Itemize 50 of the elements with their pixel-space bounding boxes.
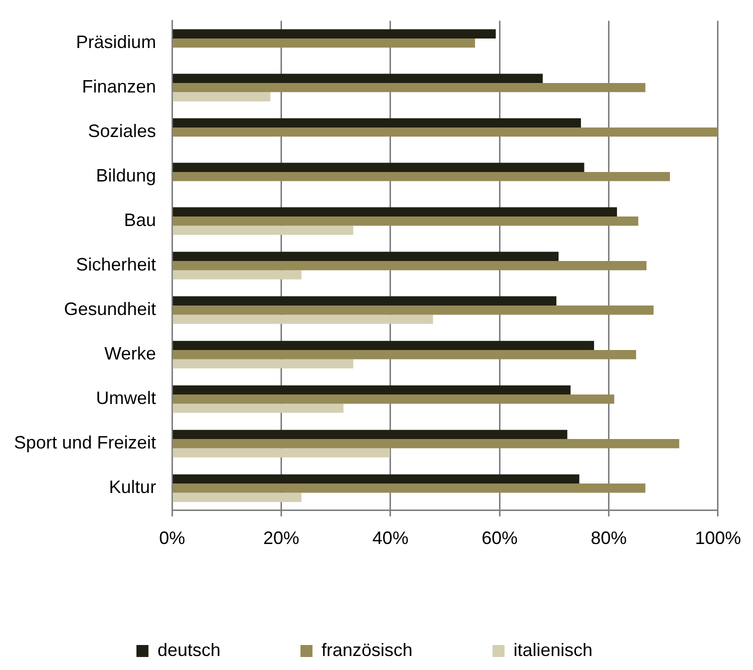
y-tick-label: Finanzen	[82, 76, 156, 97]
x-tick-label: 40%	[372, 528, 408, 548]
bar	[172, 92, 270, 102]
bar	[172, 350, 636, 360]
y-tick-label: Bildung	[96, 166, 156, 186]
bar	[172, 38, 476, 48]
x-tick-label: 80%	[590, 528, 627, 548]
bar	[172, 226, 354, 235]
y-tick-label: Bau	[124, 210, 156, 230]
legend-label: französisch	[321, 640, 413, 660]
y-tick-label: Umwelt	[96, 388, 156, 408]
bar	[172, 484, 646, 493]
y-tick-label: Präsidium	[76, 32, 156, 52]
bar	[172, 296, 556, 306]
bar	[172, 314, 434, 324]
y-tick-label: Kultur	[109, 477, 156, 498]
bar	[172, 394, 614, 404]
bar	[172, 261, 646, 270]
bar	[172, 306, 654, 315]
bar	[172, 430, 568, 440]
x-tick-label: 60%	[482, 528, 518, 548]
bar	[172, 127, 718, 137]
x-tick-label: 100%	[694, 528, 742, 548]
bar	[172, 252, 559, 261]
bar	[172, 270, 302, 280]
bar	[172, 359, 354, 368]
legend-label: italienisch	[514, 640, 593, 660]
bar	[172, 439, 680, 448]
bar	[172, 492, 302, 502]
bar	[172, 118, 581, 128]
bar	[172, 448, 390, 458]
bar	[172, 162, 584, 172]
y-tick-label: Sport und Freizeit	[14, 432, 156, 453]
bar	[172, 404, 344, 413]
bar	[172, 172, 670, 182]
y-tick-label: Gesundheit	[64, 299, 156, 320]
x-tick-label: 20%	[263, 528, 300, 548]
y-tick-label: Sicherheit	[76, 254, 156, 275]
bar	[172, 82, 646, 92]
bar	[172, 340, 594, 350]
bar	[172, 29, 496, 38]
bar	[172, 474, 580, 484]
bar	[172, 385, 571, 395]
y-tick-label: Werke	[104, 344, 156, 364]
legend-label: deutsch	[157, 640, 220, 660]
bar	[172, 216, 638, 226]
y-tick-label: Soziales	[88, 121, 156, 142]
bar	[172, 207, 617, 216]
x-tick-label: 0%	[159, 528, 186, 548]
bar	[172, 74, 543, 83]
